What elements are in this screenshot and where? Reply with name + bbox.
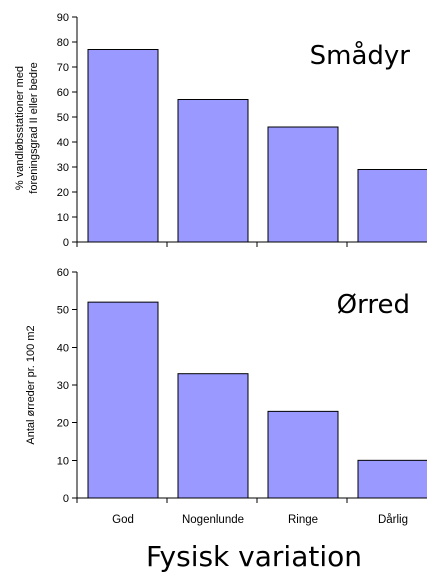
y-tick-label: 40 xyxy=(57,342,69,354)
chart-smaadyr: % vandløbsstationer med foreningsgrad II… xyxy=(14,12,427,249)
y-tick-label: 20 xyxy=(57,418,69,430)
y-tick-label: 20 xyxy=(57,187,69,199)
y-tick-label: 60 xyxy=(57,267,69,279)
y-tick-label: 40 xyxy=(57,137,69,149)
x-tick-labels: God Nogenlunde Ringe Dårlig xyxy=(112,514,408,526)
bar-ringe xyxy=(267,410,339,499)
chart-title: Smådyr xyxy=(310,40,411,71)
y-tick-label: 0 xyxy=(63,493,69,505)
x-tick-label-ringe: Ringe xyxy=(288,514,318,526)
bar-god xyxy=(87,49,159,243)
bar-nogenlunde xyxy=(177,373,249,499)
chart-title: Ørred xyxy=(337,290,410,320)
bar-nogenlunde xyxy=(177,99,249,243)
chart-oerred: Antal ørreder pr. 100 m2 Ørred 0 10 20 30 40… xyxy=(25,267,427,505)
y-tick-label: 30 xyxy=(57,162,69,174)
bar-dårlig xyxy=(357,459,427,499)
y-tick-label: 80 xyxy=(57,37,69,49)
x-axis-title: Fysisk variation xyxy=(146,540,362,573)
y-tick-label: 50 xyxy=(57,305,69,317)
y-axis-label: Antal ørreder pr. 100 m2 xyxy=(25,325,37,444)
y-tick-label: 10 xyxy=(57,212,69,224)
y-tick-label: 90 xyxy=(57,12,69,24)
y-tick-label: 30 xyxy=(57,380,69,392)
y-tick-label: 0 xyxy=(63,237,69,249)
y-tick-label: 70 xyxy=(57,62,69,74)
y-tick-label: 10 xyxy=(57,455,69,467)
bar-ringe xyxy=(267,126,339,243)
x-tick-label-nogenlunde: Nogenlunde xyxy=(182,514,244,526)
bar-dårlig xyxy=(357,169,427,243)
bar-god xyxy=(87,301,159,499)
x-tick-label-dårlig: Dårlig xyxy=(378,514,408,526)
x-tick-label-god: God xyxy=(112,514,134,526)
y-axis-label-line-2: foreningsgrad II eller bedre xyxy=(28,62,40,193)
y-tick-label: 50 xyxy=(57,112,69,124)
y-tick-label: 60 xyxy=(57,87,69,99)
y-axis-label-line-1: % vandløbsstationer med xyxy=(14,66,26,190)
